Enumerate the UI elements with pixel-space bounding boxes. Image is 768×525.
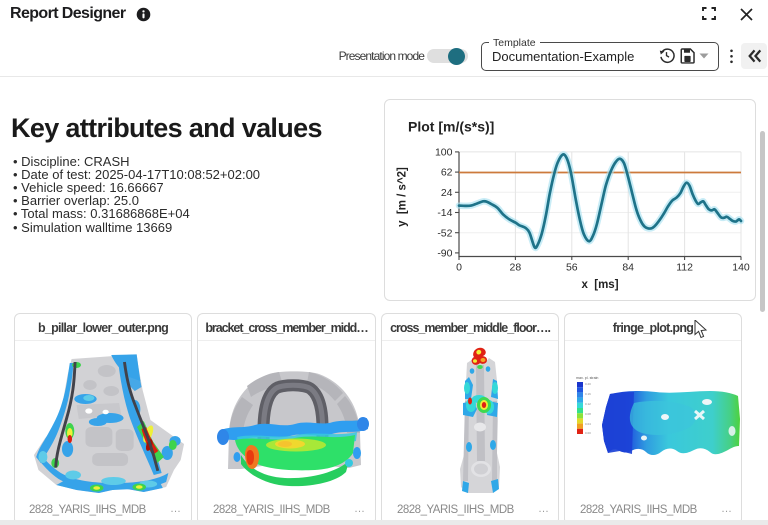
svg-text:Plot [m/(s*s)]: Plot [m/(s*s)] [408, 119, 494, 135]
svg-text:-52: -52 [437, 227, 452, 239]
svg-text:x [ms]: x [ms] [581, 279, 618, 291]
svg-text:62: 62 [441, 167, 453, 179]
svg-text:56: 56 [566, 262, 578, 274]
svg-text:24: 24 [441, 187, 453, 199]
svg-text:100: 100 [435, 147, 453, 159]
svg-text:y [m / s^2]: y [m / s^2] [397, 167, 409, 227]
svg-text:0.08: 0.08 [585, 412, 591, 416]
svg-text:0.16: 0.16 [585, 392, 591, 396]
svg-text:0: 0 [456, 262, 462, 274]
svg-text:0.04: 0.04 [585, 422, 591, 426]
svg-text:112: 112 [676, 262, 693, 274]
svg-text:0.00: 0.00 [585, 431, 591, 435]
svg-text:0.12: 0.12 [585, 402, 591, 406]
svg-text:-14: -14 [437, 207, 452, 219]
svg-text:0.20: 0.20 [585, 382, 591, 386]
svg-text:-90: -90 [437, 248, 452, 260]
svg-text:84: 84 [622, 262, 634, 274]
svg-text:28: 28 [510, 262, 522, 274]
svg-text:140: 140 [732, 262, 750, 274]
svg-text:max. pl. strain: max. pl. strain [576, 376, 598, 380]
